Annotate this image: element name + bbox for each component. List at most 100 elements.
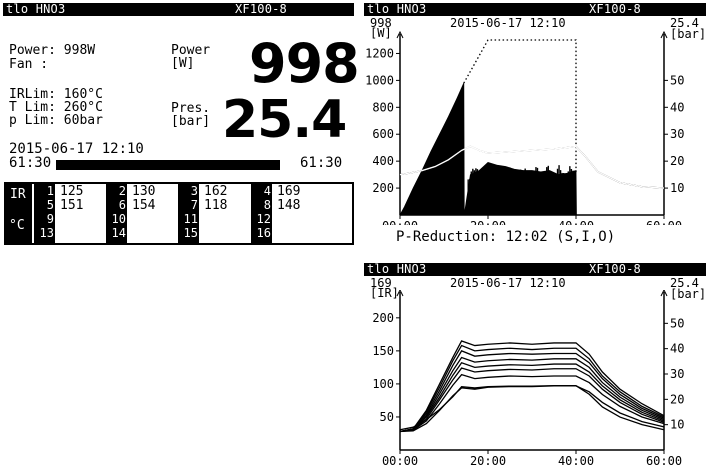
tlim-label: T Lim: 260°C	[9, 100, 103, 115]
irlim-label: IRLim: 160°C	[9, 87, 103, 102]
chart-bottom-series-line-4	[399, 361, 665, 433]
run-progress-bar	[56, 160, 280, 170]
chart-top-footer: P-Reduction: 12:02 (S,I,O)	[396, 229, 616, 245]
chart-bottom-left-tick-label: 50	[380, 410, 394, 424]
power-setting-label: Power: 998W	[9, 43, 96, 58]
ir-channel-value: 169	[277, 184, 301, 199]
ir-channel-number: 12	[256, 212, 271, 226]
chart-bottom-series-line-5	[399, 367, 665, 433]
chart-bottom-right-tick-label: 50	[670, 316, 684, 330]
chart-bottom-header-bar: tlo HNO3 XF100-8	[364, 263, 706, 276]
ir-unit-label: °C	[9, 218, 25, 233]
chart-top-left-tick-label: 800	[372, 100, 394, 114]
chart-top-left-tick-label: 1200	[365, 46, 394, 60]
chart-top-left-tick-label: 600	[372, 127, 394, 141]
chart-top-left-tick-label: 1000	[365, 73, 394, 87]
main-header-left: tlo HNO3	[6, 2, 66, 16]
chart-top-right-axis-arrow	[660, 30, 668, 39]
power-big-label: Power	[171, 43, 211, 58]
ir-channel-number: 3	[190, 184, 198, 198]
ir-channel-number: 13	[39, 226, 54, 240]
ir-sensor-table: IR °C 1 5 9 13 125 151 2 6 10 14 130 154 3 7 11 15 162 11…	[4, 182, 354, 245]
ir-channel-value: 148	[277, 198, 301, 213]
chart-top-x-tick-label: 00:00	[382, 219, 418, 225]
chart-bottom-left-axis-arrow	[396, 290, 404, 297]
chart-bottom-right-value: 25.4	[670, 276, 699, 290]
chart-bottom-series-line-2	[399, 350, 665, 433]
chart-top-datetime: 2015-06-17 12:10	[450, 16, 566, 30]
ir-channel-value: 118	[204, 198, 228, 213]
pressure-unit-label: [bar]	[171, 114, 211, 129]
chart-bottom-right-tick-label: 40	[670, 342, 684, 356]
chart-bottom-series-line-1	[399, 344, 665, 433]
pressure-label: Pres.	[171, 101, 211, 116]
chart-top-right-tick-label: 30	[670, 127, 684, 141]
chart-top-right-tick-label: 20	[670, 154, 684, 168]
datetime-label: 2015-06-17 12:10	[9, 141, 144, 157]
ir-channel-number-column	[251, 184, 272, 243]
chart-bottom-right-tick-label: 10	[670, 418, 684, 432]
chart-bottom-x-tick-label: 00:00	[382, 454, 418, 468]
chart-top-series-power-noise	[467, 165, 576, 215]
chart-bottom-series-line-3	[399, 356, 665, 433]
chart-top-right-tick-label: 50	[670, 73, 684, 87]
ir-channel-number-column	[106, 184, 127, 243]
chart-top-x-tick-label: 20:00	[470, 219, 506, 225]
chart-bottom-left-tick-label: 100	[372, 377, 394, 391]
chart-bottom-datetime: 2015-06-17 12:10	[450, 276, 566, 290]
ir-channel-number: 14	[111, 226, 126, 240]
power-unit-label: [W]	[171, 56, 195, 71]
ir-channel-number: 1	[46, 184, 54, 198]
chart-bottom-x-tick-label: 20:00	[470, 454, 506, 468]
chart-bottom-x-tick-label: 60:00	[646, 454, 682, 468]
ir-channel-number: 11	[183, 212, 198, 226]
chart-bottom-left-value: 169	[370, 276, 392, 290]
ir-channel-value: 130	[132, 184, 156, 199]
chart-bottom-right-tick-label: 20	[670, 392, 684, 406]
chart-top-header-bar: tlo HNO3 XF100-8	[364, 3, 706, 16]
plim-label: p Lim: 60bar	[9, 113, 103, 128]
ir-temperature-chart: 50 100 150 200 10 20 30 40 50 00:00 20:00 40:00 60:0…	[372, 290, 684, 468]
chart-bottom-right-unit: [bar]	[670, 287, 707, 301]
elapsed-time: 61:30	[9, 155, 52, 171]
chart-top-x-tick-label: 60:00	[646, 219, 682, 225]
chart-top-left-tick-label: 200	[372, 181, 394, 195]
chart-bottom-left-tick-label: 150	[372, 344, 394, 358]
chart-top-series-pressure-white	[464, 145, 576, 154]
ir-channel-number: 15	[183, 226, 198, 240]
chart-bottom-left-tick-label: 200	[372, 311, 394, 325]
ir-channel-value: 125	[60, 184, 84, 199]
chart-bottom-series-line-6	[399, 373, 665, 433]
total-time: 61:30	[300, 155, 343, 171]
ir-channel-number-column	[34, 184, 55, 243]
chart-top-right-unit: [bar]	[670, 27, 707, 41]
chart-top-left-tick-label: 400	[372, 154, 394, 168]
chart-top-series-power-limit	[463, 39, 577, 175]
ir-channel-number: 6	[118, 198, 126, 212]
ir-channel-number: 16	[256, 226, 271, 240]
main-header-bar: tlo HNO3 XF100-8	[3, 3, 354, 16]
chart-bottom-series-line-0	[399, 340, 665, 433]
chart-bottom-left-unit: [IR]	[370, 286, 399, 300]
chart-top-right-tick-label: 10	[670, 181, 684, 195]
ir-channel-number: 5	[46, 198, 54, 212]
chart-top-right-tick-label: 40	[670, 100, 684, 114]
main-header-right: XF100-8	[235, 2, 287, 16]
fan-label: Fan :	[9, 57, 49, 72]
ir-channel-value: 151	[60, 198, 84, 213]
ir-channel-value: 154	[132, 198, 156, 213]
chart-top-header-right: XF100-8	[589, 2, 641, 16]
ir-label: IR	[10, 187, 26, 202]
pressure-value: 25.4	[222, 90, 347, 150]
chart-bottom-header-left: tlo HNO3	[367, 262, 427, 276]
power-value: 998	[249, 32, 360, 95]
chart-top-header-left: tlo HNO3	[367, 2, 427, 16]
chart-top-left-unit: [W]	[370, 26, 392, 40]
ir-label-cell	[6, 184, 32, 243]
chart-top-left-axis-arrow	[396, 30, 404, 39]
chart-bottom-right-axis-arrow	[660, 290, 668, 297]
chart-bottom-header-right: XF100-8	[589, 262, 641, 276]
chart-bottom-x-tick-label: 40:00	[558, 454, 594, 468]
chart-top-right-value: 25.4	[670, 16, 699, 30]
ir-channel-number-column	[178, 184, 199, 243]
